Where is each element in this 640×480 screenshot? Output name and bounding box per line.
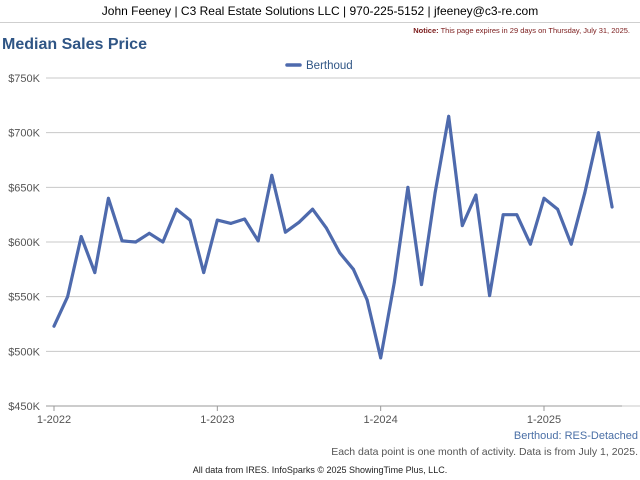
data-point [501, 213, 505, 217]
data-point [379, 356, 383, 360]
data-point [392, 281, 396, 284]
series-line-berthoud [52, 114, 614, 360]
y-tick-label: $650K [8, 182, 40, 194]
data-note: Each data point is one month of activity… [331, 446, 638, 458]
data-point [542, 196, 546, 200]
data-point [474, 193, 478, 197]
y-tick-label: $600K [8, 237, 40, 249]
data-point [147, 231, 151, 235]
data-point [175, 207, 178, 211]
data-point [270, 173, 274, 177]
contact-header: John Feeney | C3 Real Estate Solutions L… [0, 0, 640, 23]
data-point [107, 196, 110, 200]
data-point [515, 213, 519, 217]
data-point [134, 240, 138, 244]
data-point [215, 218, 219, 222]
data-point [188, 218, 192, 222]
notice-label: Notice: [413, 26, 439, 35]
data-point [433, 191, 437, 195]
data-point [583, 191, 587, 195]
data-point [324, 226, 328, 230]
x-tick-label: 1-2025 [527, 414, 561, 426]
data-point [569, 242, 573, 246]
data-point [528, 242, 532, 246]
data-point [66, 295, 70, 299]
data-point [406, 185, 410, 189]
data-point [610, 205, 614, 209]
y-tick-label: $550K [8, 292, 40, 304]
data-point [597, 131, 600, 135]
data-point [365, 298, 369, 302]
data-credit: All data from IRES. InfoSparks © 2025 Sh… [192, 465, 448, 475]
data-point [460, 224, 464, 228]
x-tick-label: 1-2022 [37, 414, 71, 426]
data-point [488, 294, 491, 297]
notice-text: This page expires in 29 days on Thursday… [440, 26, 630, 35]
y-tick-label: $750K [8, 73, 40, 85]
data-point [229, 222, 233, 225]
legend-label: Berthoud [306, 60, 353, 72]
data-point [447, 114, 451, 118]
data-point [52, 324, 56, 328]
data-point [283, 230, 287, 234]
chart-title: Median Sales Price [2, 36, 147, 53]
x-tick-label: 1-2024 [364, 414, 398, 426]
data-point [420, 283, 423, 287]
data-point [93, 271, 97, 275]
data-point [202, 271, 206, 275]
data-point [311, 207, 315, 211]
data-point [256, 239, 260, 243]
y-tick-label: $450K [8, 401, 40, 413]
data-point [297, 220, 301, 224]
data-point [556, 207, 560, 211]
data-point [338, 251, 342, 255]
data-point [161, 240, 165, 244]
chart-subtitle: Berthoud: RES-Detached [513, 430, 638, 442]
data-point [352, 267, 355, 271]
data-point [120, 239, 124, 243]
y-tick-label: $700K [8, 128, 40, 140]
expiry-notice: Notice: This page expires in 29 days on … [413, 26, 630, 35]
contact-text: John Feeney | C3 Real Estate Solutions L… [101, 4, 539, 18]
data-point [243, 217, 246, 221]
x-tick-label: 1-2023 [200, 414, 234, 426]
data-point [79, 235, 83, 238]
y-tick-label: $500K [8, 346, 40, 358]
